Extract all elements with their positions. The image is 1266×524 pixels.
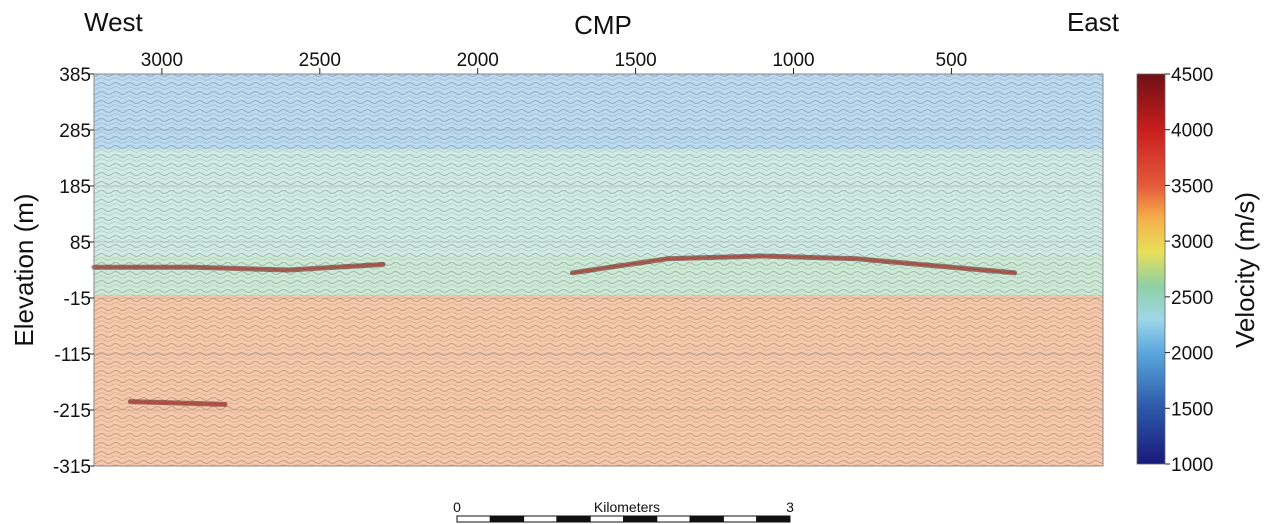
reflector-highlight <box>129 400 227 406</box>
colorbar-tick-label: 1500 <box>1171 399 1213 420</box>
scale-bar-start: 0 <box>453 499 461 515</box>
scale-bar-label: Kilometers <box>594 499 660 515</box>
x-tick-label: 2500 <box>299 50 341 71</box>
y-tick-label: -315 <box>53 457 91 478</box>
scale-bar-segment <box>623 515 658 523</box>
y-tick-label: -15 <box>64 289 91 310</box>
scale-bar-segment <box>556 515 591 523</box>
colorbar-tick-label: 2000 <box>1171 344 1213 365</box>
y-axis-label: Elevation (m) <box>9 193 39 346</box>
scale-bar: 0 Kilometers 3 <box>453 499 794 523</box>
scale-bar-segment <box>689 515 724 523</box>
colorbar-tick-label: 2500 <box>1171 288 1213 309</box>
x-tick-label: 3000 <box>141 50 183 71</box>
colorbar-tick-label: 1000 <box>1171 455 1213 476</box>
scale-bar-segment <box>489 515 525 523</box>
reflectors <box>91 253 1018 407</box>
colorbar-tick-label: 3000 <box>1171 232 1213 253</box>
scale-bar-segment <box>656 515 691 523</box>
scale-bar-segment <box>523 515 558 523</box>
colorbar <box>1136 73 1166 465</box>
y-axis-ticks: 385 285 185 85 -15 -115 -215 -315 <box>53 65 94 478</box>
colorbar-tick-label: 4500 <box>1171 65 1213 86</box>
reflector-highlight <box>93 263 384 272</box>
scale-bar-segment <box>722 515 758 523</box>
reflector-highlight <box>571 254 1016 274</box>
scale-bar-segment <box>756 515 791 523</box>
y-tick-label: 85 <box>70 233 91 254</box>
elevation-gridlines <box>94 129 1103 411</box>
y-tick-label: -115 <box>54 345 91 366</box>
y-tick-label: 285 <box>59 121 91 142</box>
colorbar-tick-label: 4000 <box>1171 121 1213 142</box>
x-tick-label: 1000 <box>772 50 814 71</box>
cmp-title: CMP <box>574 10 632 40</box>
x-tick-label: 500 <box>936 50 968 71</box>
colorbar-tick-label: 3500 <box>1171 176 1213 197</box>
x-tick-label: 1500 <box>614 50 656 71</box>
section-frame <box>93 73 1104 467</box>
y-tick-label: 385 <box>59 65 91 86</box>
east-label: East <box>1067 7 1120 37</box>
scale-bar-segment <box>456 515 491 523</box>
scale-bar-segment <box>589 515 625 523</box>
scale-bar-end: 3 <box>786 499 794 515</box>
colorbar-ticks: 4500 4000 3500 3000 2500 2000 1500 1000 <box>1165 65 1213 476</box>
colorbar-label: Velocity (m/s) <box>1230 192 1260 348</box>
x-tick-label: 2000 <box>457 50 499 71</box>
x-axis-ticks: 3000 2500 2000 1500 1000 500 <box>141 50 968 74</box>
y-tick-label: -215 <box>53 401 91 422</box>
west-label: West <box>84 7 144 37</box>
y-tick-label: 185 <box>59 177 91 198</box>
